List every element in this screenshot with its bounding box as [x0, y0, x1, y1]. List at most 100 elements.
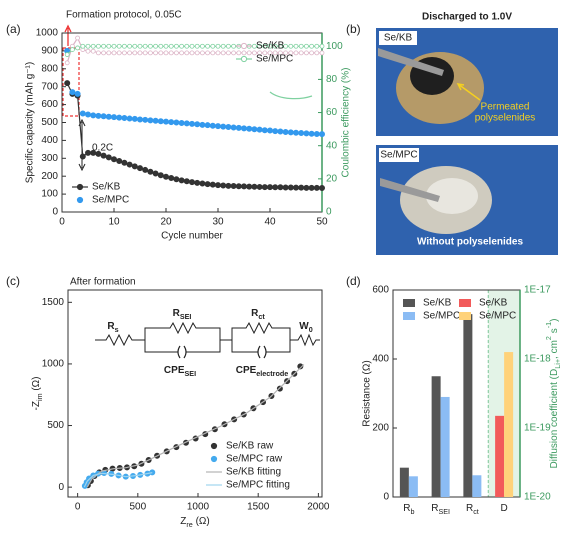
data-point: [137, 43, 143, 49]
data-point: [210, 43, 216, 49]
data-point: [298, 184, 305, 191]
data-point: [79, 153, 86, 160]
legend-swatch: [403, 299, 415, 307]
bar: [399, 467, 409, 497]
data-point: [257, 50, 263, 56]
data-point: [100, 113, 107, 120]
arrow: [456, 83, 481, 101]
y-tick-label: 600: [41, 99, 58, 110]
legend-label: Se/KB: [256, 41, 285, 52]
x-tick-label: 50: [316, 217, 328, 228]
y-tick-label: 0: [52, 207, 58, 218]
data-point: [235, 183, 242, 190]
chart-title: After formation: [70, 277, 136, 288]
data-point: [173, 176, 180, 183]
data-point: [168, 119, 175, 126]
data-point: [142, 43, 148, 49]
x-tick-label: Rb: [403, 503, 414, 517]
data-point: [199, 50, 205, 56]
y-tick-label: 1E-19: [524, 423, 551, 434]
data-point: [100, 152, 107, 159]
data-point: [303, 184, 310, 191]
data-point: [80, 43, 86, 49]
y2-axis-label-part: ): [549, 319, 560, 322]
data-point: [262, 43, 268, 49]
data-point: [205, 50, 211, 56]
data-point: [272, 50, 278, 56]
data-point: [90, 112, 97, 119]
data-point: [267, 50, 273, 56]
circuit-label-part: W: [299, 321, 309, 332]
data-point: [204, 122, 211, 129]
circuit-label: Rs: [107, 321, 118, 335]
photo-note: polyselenides: [475, 113, 536, 124]
panel-label: (a): [6, 22, 21, 36]
data-point: [111, 43, 117, 49]
data-point: [85, 43, 91, 49]
x-tick-label: 10: [108, 217, 120, 228]
x-tick-label-part: ct: [473, 507, 479, 516]
data-point: [126, 161, 133, 168]
y2-axis-label-part: Li+: [553, 359, 562, 369]
bar: [440, 396, 450, 497]
circuit-label-part: R: [251, 308, 259, 319]
data-point: [309, 43, 315, 49]
bar: [431, 376, 441, 497]
series-line: [86, 364, 305, 488]
data-point: [153, 50, 159, 56]
data-point: [142, 50, 148, 56]
bar: [463, 314, 473, 497]
electrode-center: [426, 178, 478, 214]
x-tick-label-part: R: [403, 503, 410, 514]
legend-swatch: [403, 312, 415, 320]
y-tick-label: 1E-18: [524, 354, 551, 365]
legend-swatch: [459, 312, 471, 320]
photo-note: Without polyselenides: [417, 237, 523, 248]
data-point: [292, 129, 299, 136]
data-point: [309, 50, 315, 56]
data-point: [318, 185, 325, 192]
y-tick-label: 0: [326, 207, 332, 218]
data-point: [298, 50, 304, 56]
data-point: [64, 80, 71, 87]
data-point: [210, 50, 216, 56]
y-tick-label: 500: [47, 420, 64, 431]
tweezers: [378, 48, 444, 76]
series-line: [83, 472, 153, 488]
legend-marker: [76, 183, 84, 191]
data-point: [147, 43, 153, 49]
x-tick-label: 500: [129, 502, 146, 513]
series-line: [66, 82, 323, 189]
legend-label: Se/MPC: [423, 311, 460, 322]
data-point: [194, 179, 201, 186]
y-tick-label: 100: [41, 189, 58, 200]
y-tick-label: 1000: [42, 359, 65, 370]
data-point: [220, 50, 226, 56]
data-point: [188, 120, 195, 127]
data-point: [246, 183, 253, 190]
panel-label: (d): [346, 274, 361, 288]
y-tick-label: 900: [41, 46, 58, 57]
data-point: [173, 43, 179, 49]
y-axis-label: Specific capacity (mAh g⁻¹): [25, 62, 36, 183]
data-point: [251, 126, 258, 133]
data-point: [64, 52, 70, 57]
data-point: [303, 130, 310, 137]
data-point: [157, 118, 164, 125]
y2-axis-label-part: 2: [544, 336, 553, 340]
y-tick-label: 0: [383, 492, 389, 503]
x-tick-label-part: D: [501, 503, 508, 514]
data-point: [105, 154, 112, 161]
data-point: [236, 50, 242, 56]
circuit-label: W0: [299, 321, 312, 335]
data-point: [199, 180, 206, 187]
x-tick-label: 2000: [307, 502, 330, 513]
panel-label: (c): [6, 274, 20, 288]
data-point: [152, 117, 159, 124]
data-point: [168, 50, 174, 56]
data-point: [142, 166, 149, 173]
y-tick-label: 80: [326, 74, 338, 85]
y-tick-label: 500: [41, 117, 58, 128]
data-point: [199, 121, 206, 128]
data-point: [163, 50, 169, 56]
